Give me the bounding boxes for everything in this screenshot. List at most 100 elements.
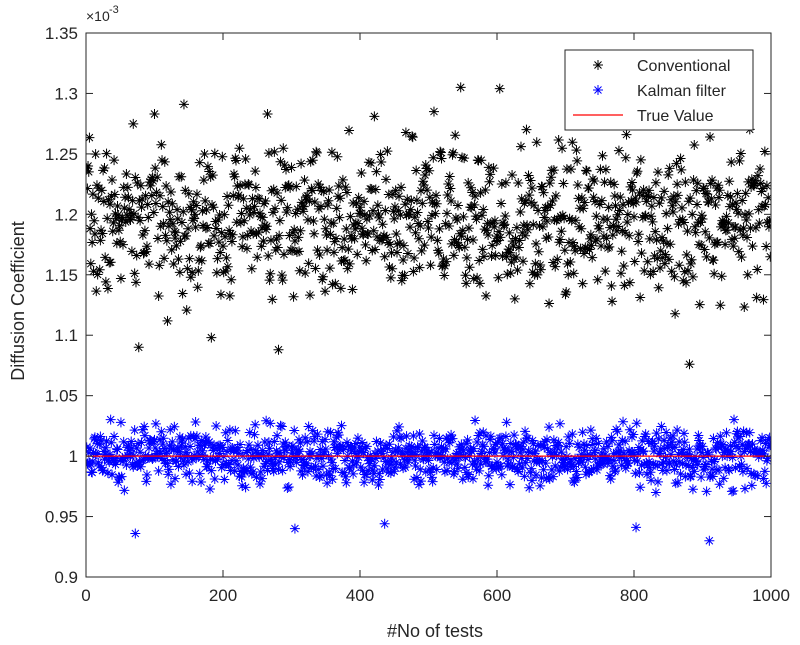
data-point — [420, 159, 431, 170]
data-point — [452, 200, 463, 211]
data-point — [199, 440, 210, 451]
data-point — [762, 453, 771, 464]
data-point — [202, 456, 213, 467]
data-point — [173, 254, 184, 265]
data-point — [299, 175, 310, 186]
data-point — [271, 234, 282, 245]
data-point — [148, 175, 159, 186]
data-point — [313, 464, 324, 475]
data-point — [176, 435, 187, 446]
data-point — [94, 439, 105, 450]
data-point — [557, 143, 568, 154]
data-point — [119, 485, 130, 496]
data-point — [102, 467, 113, 478]
data-point — [730, 221, 741, 232]
data-point — [318, 449, 329, 460]
data-point — [520, 426, 531, 437]
data-point — [326, 147, 337, 158]
data-point — [444, 220, 455, 231]
data-point — [220, 266, 231, 277]
data-point — [478, 427, 489, 438]
data-point — [355, 208, 366, 219]
data-point — [188, 196, 199, 207]
data-point — [501, 251, 512, 262]
data-point — [302, 436, 313, 447]
data-point — [659, 258, 670, 269]
data-point — [100, 252, 111, 263]
legend-label: Conventional — [637, 58, 730, 75]
data-point — [561, 287, 572, 297]
data-point — [214, 448, 225, 459]
data-point — [672, 425, 683, 436]
data-point — [624, 277, 635, 288]
data-point — [659, 186, 670, 197]
data-point — [455, 449, 466, 460]
data-point — [432, 235, 443, 246]
data-point — [548, 257, 559, 268]
data-point — [322, 200, 333, 211]
data-point — [327, 474, 338, 485]
data-point — [665, 194, 676, 205]
data-point — [677, 214, 688, 225]
data-point — [648, 458, 659, 469]
data-point — [504, 446, 515, 457]
data-point — [546, 449, 557, 460]
data-point — [485, 434, 496, 445]
data-point — [330, 463, 341, 474]
data-point — [723, 217, 734, 228]
data-point — [442, 190, 453, 201]
data-point — [533, 205, 544, 216]
data-point — [181, 305, 192, 316]
data-point — [672, 179, 683, 190]
data-point — [246, 263, 257, 274]
data-point — [209, 473, 220, 484]
data-point — [201, 204, 212, 215]
data-point — [175, 451, 186, 462]
data-point — [597, 150, 608, 161]
data-point — [611, 225, 622, 236]
data-point — [398, 240, 409, 251]
data-point — [252, 448, 263, 459]
data-point — [505, 479, 516, 490]
data-point — [270, 459, 281, 470]
data-point — [349, 233, 360, 244]
data-point — [755, 446, 766, 457]
x-tick-label: 200 — [209, 586, 237, 605]
data-point — [636, 248, 647, 259]
y-axis-exponent: ×10 -3 — [86, 4, 119, 24]
data-point — [688, 174, 699, 185]
data-point — [760, 438, 771, 449]
data-point — [631, 418, 642, 429]
data-point — [663, 254, 674, 265]
data-point — [539, 442, 550, 453]
data-point — [699, 244, 710, 255]
data-point — [115, 273, 126, 284]
data-point — [398, 449, 409, 460]
data-point — [131, 277, 142, 288]
data-point — [265, 235, 276, 246]
data-point — [241, 243, 252, 254]
data-point — [183, 188, 194, 199]
data-point — [687, 462, 698, 473]
data-point — [726, 157, 737, 168]
data-point — [113, 477, 124, 488]
data-point — [370, 453, 381, 464]
data-point — [500, 177, 511, 188]
data-point — [528, 438, 539, 449]
data-point — [213, 237, 224, 248]
data-point — [87, 467, 98, 478]
data-point — [183, 223, 194, 234]
data-point — [735, 224, 746, 235]
data-point — [558, 457, 569, 468]
data-point — [744, 427, 755, 438]
data-point — [171, 240, 182, 251]
data-point — [269, 146, 280, 157]
data-point — [359, 477, 370, 488]
data-point — [326, 453, 337, 464]
data-point — [325, 229, 336, 240]
data-point — [89, 432, 100, 443]
data-point — [508, 452, 519, 463]
data-point — [698, 452, 709, 463]
data-point — [370, 244, 381, 255]
data-point — [248, 466, 259, 477]
